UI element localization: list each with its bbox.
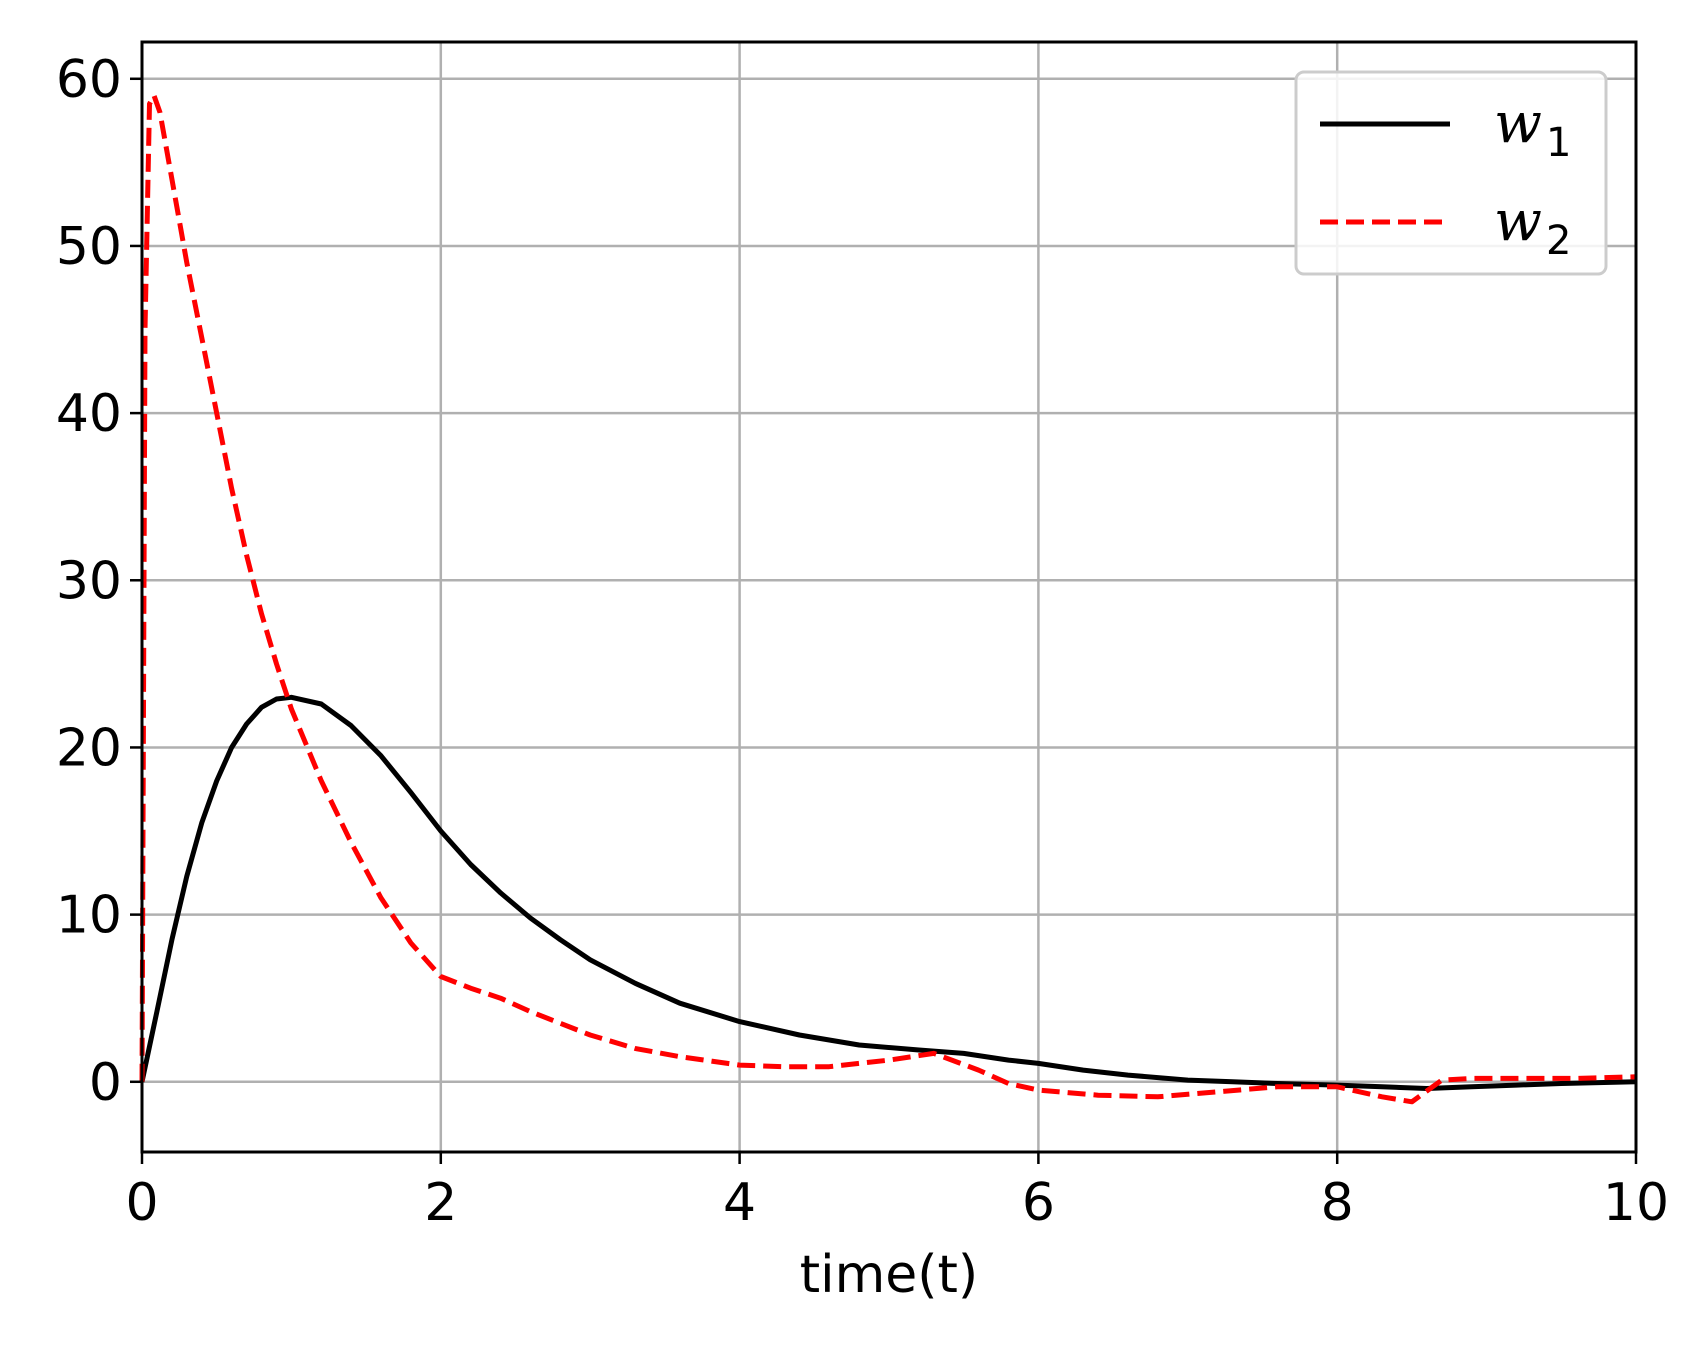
x-tick-label: 2 (424, 1173, 457, 1233)
series-layer (139, 93, 1637, 1105)
series-line-w1 (139, 694, 1637, 1091)
x-tick-label: 0 (125, 1173, 158, 1233)
y-tick-label: 50 (56, 217, 122, 277)
y-tick-label: 10 (56, 886, 122, 946)
x-tick-label: 10 (1603, 1173, 1669, 1233)
x-tick-label: 6 (1022, 1173, 1055, 1233)
plot-frame (140, 40, 1638, 1154)
y-tick-label: 0 (89, 1053, 122, 1113)
x-tick-label: 4 (723, 1173, 756, 1233)
legend: w 1w 2 (1294, 70, 1608, 276)
x-tick-label: 8 (1321, 1173, 1354, 1233)
x-axis: 0 2 4 6 8 10 (125, 1152, 1669, 1233)
y-tick-label: 20 (56, 718, 122, 778)
y-tick-label: 30 (56, 551, 122, 611)
series-line-w2 (139, 93, 1637, 1105)
y-tick-label: 60 (56, 50, 122, 110)
y-axis: 0 10 20 30 40 50 60 (56, 50, 142, 1113)
x-axis-label: time(t) (800, 1245, 978, 1305)
y-tick-label: 40 (56, 384, 122, 444)
grid (140, 42, 1638, 1152)
